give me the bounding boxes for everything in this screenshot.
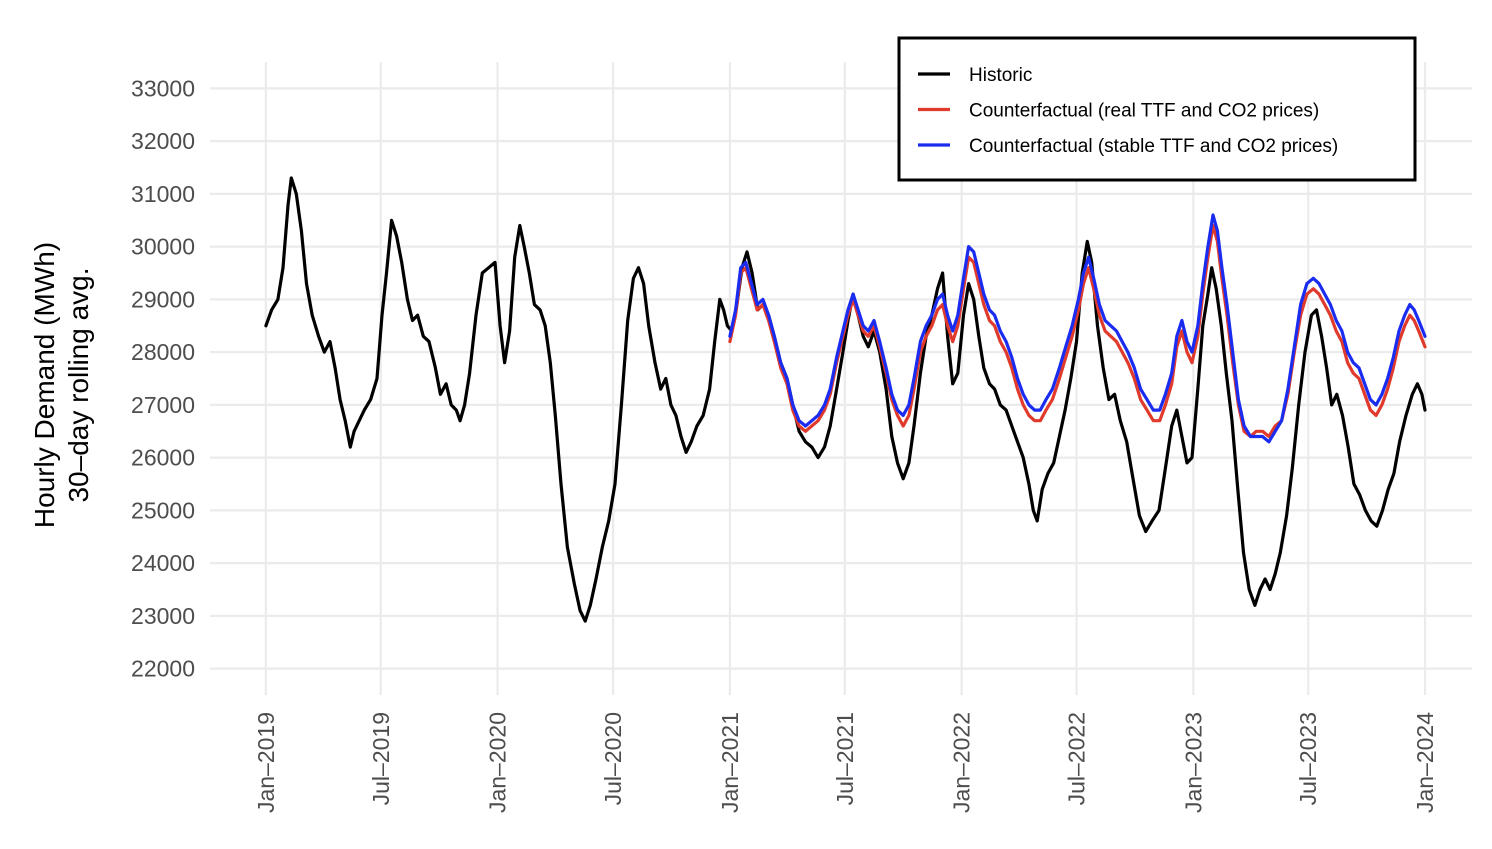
x-tick-label: Jan–2019	[253, 712, 279, 813]
y-tick-label: 27000	[131, 392, 195, 418]
y-tick-label: 28000	[131, 339, 195, 365]
x-tick-label: Jan–2021	[717, 712, 743, 813]
y-axis-title-line-1: Hourly Demand (MWh)	[29, 242, 60, 528]
series-lines	[264, 176, 1427, 623]
x-tick-label: Jan–2022	[949, 712, 975, 813]
y-tick-label: 32000	[131, 128, 195, 154]
legend-label-1: Counterfactual (real TTF and CO2 prices)	[969, 101, 1319, 122]
series-line-1	[728, 223, 1427, 439]
legend-label-0: Historic	[969, 65, 1032, 86]
y-tick-label: 24000	[131, 550, 195, 576]
x-tick-label: Jan–2024	[1412, 712, 1438, 813]
y-tick-label: 29000	[131, 286, 195, 312]
x-tick-label: Jul–2021	[832, 712, 858, 805]
series-line-2	[728, 213, 1427, 444]
y-tick-label: 31000	[131, 181, 195, 207]
y-tick-label: 26000	[131, 445, 195, 471]
legend-box	[897, 36, 1417, 182]
grid-lines	[210, 62, 1472, 695]
x-tick-label: Jan–2020	[485, 712, 511, 813]
x-tick-label: Jul–2020	[600, 712, 626, 805]
x-tick-label: Jul–2022	[1064, 712, 1090, 805]
y-axis-title-line-2: 30–day rolling avg.	[63, 267, 94, 502]
y-tick-label: 22000	[131, 656, 195, 682]
series-line-0	[264, 176, 1427, 623]
y-tick-label: 23000	[131, 603, 195, 629]
x-tick-label: Jan–2023	[1180, 712, 1206, 813]
y-axis-title: Hourly Demand (MWh) 30–day rolling avg.	[29, 242, 94, 528]
y-tick-label: 30000	[131, 234, 195, 260]
y-tick-label: 25000	[131, 497, 195, 523]
legend: Historic Counterfactual (real TTF and CO2…	[897, 36, 1417, 182]
x-tick-label: Jul–2023	[1295, 712, 1321, 805]
legend-label-2: Counterfactual (stable TTF and CO2 price…	[969, 136, 1338, 157]
x-axis-tick-labels: Jan–2019 Jul–2019 Jan–2020 Jul–2020 Jan–2021…	[253, 712, 1438, 813]
x-tick-label: Jul–2019	[368, 712, 394, 805]
y-tick-label: 33000	[131, 75, 195, 101]
y-axis-tick-labels: 22000 23000 24000 25000 26000 27000 28000 29000…	[131, 75, 195, 681]
